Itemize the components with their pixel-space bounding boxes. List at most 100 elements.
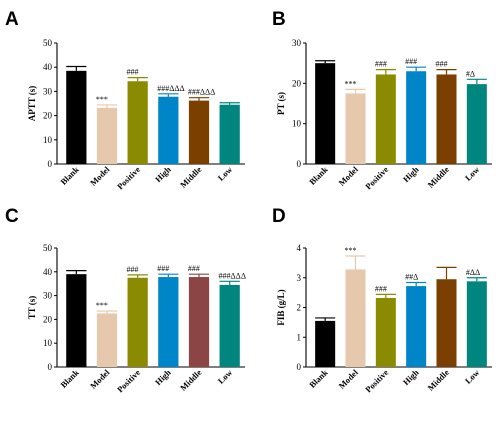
bar-blank	[66, 274, 87, 367]
y-tick-label: 2	[297, 303, 302, 313]
x-tick-label: Blank	[58, 164, 81, 187]
chart-panel-a: A 0 10 20 30 40 50 APTT (s) Blank *** Model ### Posi…	[5, 9, 245, 191]
significance-label: ###ΔΔΔ	[219, 271, 246, 280]
significance-label: ***	[344, 246, 356, 255]
bar-positive	[375, 74, 396, 164]
bar-low	[466, 281, 487, 367]
bar-model	[96, 107, 118, 164]
panel-letter: C	[5, 206, 19, 227]
bar-blank	[315, 320, 336, 367]
bar-blank	[66, 70, 87, 164]
bar-high	[406, 71, 427, 164]
y-axis-title: APTT (s)	[27, 86, 37, 122]
significance-label: ##Δ	[405, 273, 418, 282]
bar-low	[466, 84, 487, 164]
y-tick-label: 1	[297, 332, 302, 342]
bar-model	[96, 313, 118, 367]
significance-label: ###	[127, 265, 139, 274]
x-tick-label: Low	[463, 367, 482, 386]
significance-label: ###ΔΔΔ	[188, 88, 215, 97]
x-tick-label: Model	[336, 164, 360, 188]
x-tick-label: Blank	[307, 164, 330, 187]
significance-label: #ΔΔ	[466, 268, 480, 277]
bar-high	[158, 277, 179, 367]
chart-panel-d: D 0 1 2 3 4 FIB (g/L) Blank *** Model ### Positive #…	[272, 206, 492, 394]
y-tick-label: 10	[43, 338, 53, 348]
y-axis-title: FIB (g/L)	[276, 289, 286, 325]
significance-label: ###	[405, 57, 417, 66]
significance-label: ***	[96, 301, 108, 310]
x-tick-label: High	[401, 367, 421, 387]
bar-positive	[127, 277, 148, 367]
significance-label: ###ΔΔΔ	[157, 84, 184, 93]
significance-label: ###	[188, 264, 200, 273]
x-tick-label: Positive	[115, 164, 142, 191]
panel-letter: A	[5, 9, 19, 30]
x-tick-label: Middle	[425, 367, 451, 393]
y-tick-label: 4	[297, 243, 302, 253]
y-tick-label: 10	[43, 135, 53, 145]
y-tick-label: 30	[43, 86, 53, 96]
y-tick-label: 3	[297, 273, 302, 283]
y-tick-label: 50	[43, 38, 53, 48]
chart-panel-b: B 0 10 20 30 PT (s) Blank *** Model ### Positive ##…	[272, 9, 492, 191]
bar-middle	[188, 100, 210, 164]
x-tick-label: Low	[463, 164, 482, 183]
x-tick-label: High	[401, 164, 421, 184]
x-tick-label: Middle	[178, 164, 204, 190]
significance-label: #Δ	[466, 69, 475, 78]
x-tick-label: Middle	[178, 367, 204, 393]
y-tick-label: 0	[297, 159, 302, 169]
y-tick-label: 10	[292, 119, 302, 129]
x-tick-label: Low	[216, 367, 235, 386]
significance-label: ###	[375, 60, 387, 69]
panel-letter: D	[272, 206, 286, 227]
y-axis-title: PT (s)	[276, 92, 286, 115]
chart-panel-c: C 0 10 20 30 40 50 TT (s) Blank *** Model ### Positi…	[5, 206, 246, 394]
x-tick-label: Blank	[58, 367, 81, 390]
x-tick-label: Model	[336, 367, 360, 391]
x-tick-label: High	[153, 367, 173, 387]
bar-low	[219, 284, 240, 367]
significance-label: ###	[375, 284, 387, 293]
x-tick-label: Model	[88, 164, 112, 188]
y-tick-label: 50	[43, 243, 53, 253]
x-tick-label: High	[153, 164, 173, 184]
x-tick-label: Positive	[115, 367, 142, 394]
y-tick-label: 0	[48, 159, 53, 169]
bar-positive	[127, 81, 148, 164]
y-tick-label: 20	[43, 111, 53, 121]
y-tick-label: 40	[43, 62, 53, 72]
bar-positive	[375, 297, 396, 367]
y-tick-label: 40	[43, 267, 53, 277]
bar-middle	[436, 279, 457, 367]
bar-high	[158, 96, 179, 164]
x-tick-label: Positive	[363, 164, 390, 191]
bar-model	[345, 93, 366, 164]
significance-label: ###	[157, 264, 169, 273]
y-tick-label: 0	[297, 362, 302, 372]
x-tick-label: Low	[216, 164, 235, 183]
x-tick-label: Blank	[307, 367, 330, 390]
y-tick-label: 0	[48, 362, 53, 372]
panel-letter: B	[272, 9, 286, 30]
x-tick-label: Positive	[363, 367, 390, 394]
x-tick-label: Middle	[425, 164, 451, 190]
significance-label: ###	[127, 68, 139, 77]
bar-low	[219, 104, 240, 164]
x-tick-label: Model	[88, 367, 112, 391]
bar-high	[406, 286, 427, 367]
bar-model	[345, 269, 366, 367]
y-tick-label: 20	[292, 78, 302, 88]
y-axis-title: TT (s)	[27, 296, 37, 320]
bar-middle	[188, 277, 210, 367]
y-tick-label: 30	[43, 291, 53, 301]
significance-label: ***	[96, 95, 108, 104]
bar-middle	[436, 74, 457, 164]
significance-label: ###	[435, 60, 447, 69]
y-tick-label: 30	[292, 38, 302, 48]
y-tick-label: 20	[43, 314, 53, 324]
significance-label: ***	[344, 79, 356, 88]
bar-blank	[315, 63, 336, 164]
